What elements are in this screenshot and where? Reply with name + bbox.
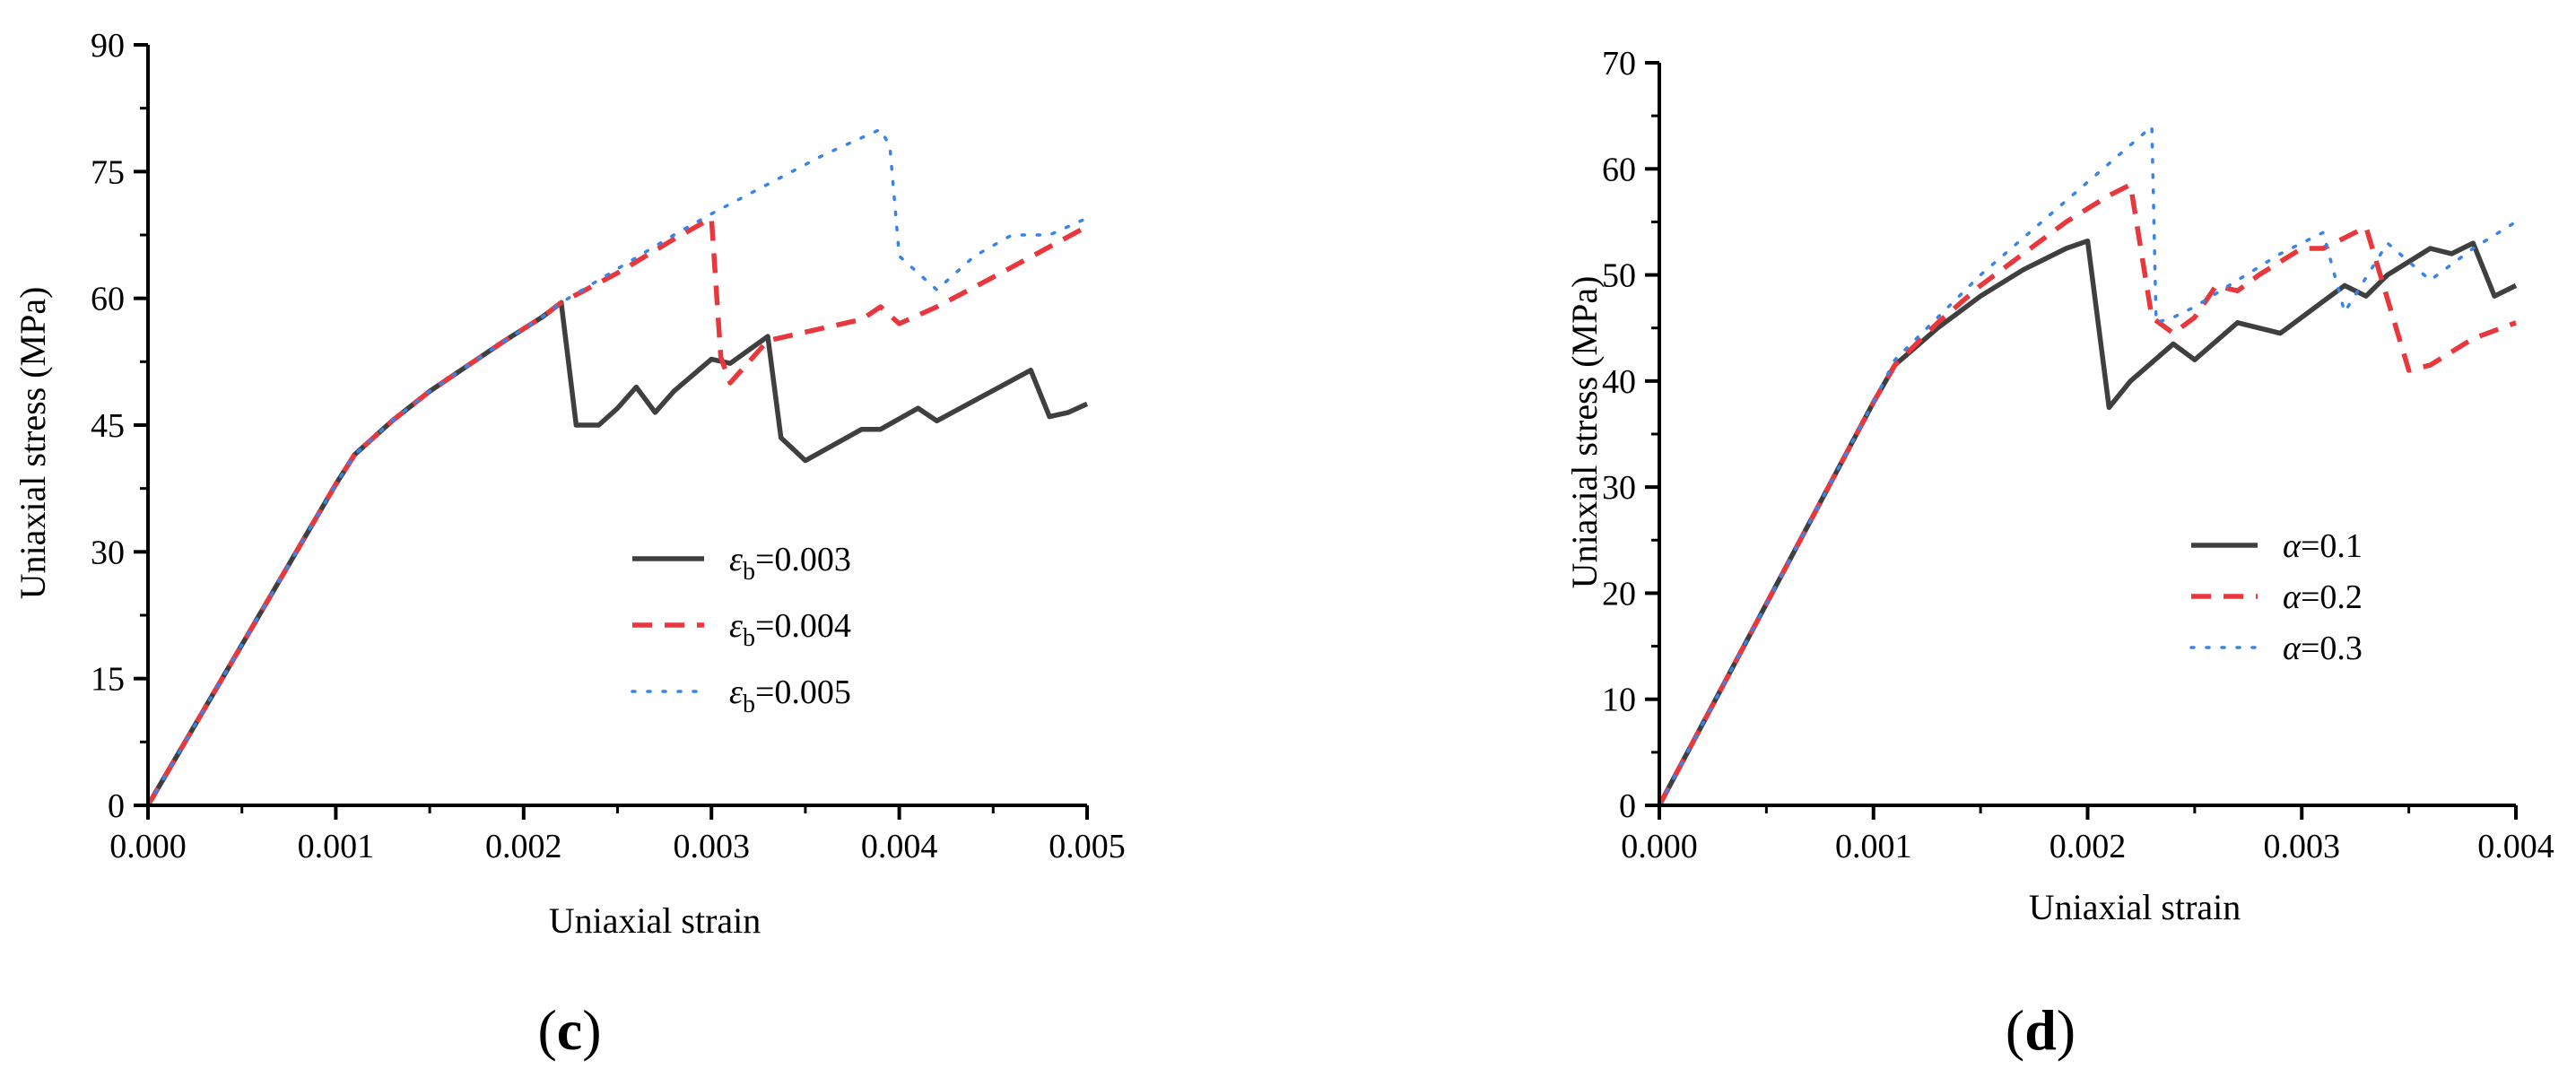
y-tick-label-c-3: 45 — [91, 407, 125, 445]
panel-caption-d: (d) — [2006, 998, 2076, 1062]
y-tick-label-d-4: 40 — [1602, 363, 1636, 401]
chart-panel-c: 0.000 0.001 0.002 0.003 0.004 0.005 0 15 30 45 60 7… — [13, 27, 1126, 1062]
y-tick-label-d-3: 30 — [1602, 469, 1636, 507]
chart-panel-d: 0.000 0.001 0.002 0.003 0.004 0 10 20 30 40 50 60 70… — [1564, 45, 2554, 1062]
plot-area-d — [1657, 125, 2518, 807]
y-tick-label-c-4: 60 — [91, 281, 125, 318]
legend-label-c-1: εb=0.003 — [729, 541, 851, 586]
y-axis-title-c: Uniaxial stress (MPa) — [13, 287, 53, 600]
x-tick-label-d-1: 0.001 — [1835, 828, 1912, 865]
series-line-c-2 — [145, 215, 1089, 807]
axes-c: 0.000 0.001 0.002 0.003 0.004 0.005 0 15 30 45 60 7… — [91, 27, 1126, 865]
x-tick-label-c-1: 0.001 — [298, 828, 375, 865]
x-tick-label-c-3: 0.003 — [673, 828, 750, 865]
legend-c: εb=0.003 εb=0.004 εb=0.005 — [631, 541, 851, 718]
x-tick-label-c-0: 0.000 — [109, 828, 187, 865]
legend-label-d-2: α=0.2 — [2283, 578, 2363, 616]
x-tick-label-d-4: 0.004 — [2477, 828, 2554, 865]
y-tick-label-d-6: 60 — [1602, 151, 1636, 188]
legend-d: α=0.1 α=0.2 α=0.3 — [2189, 527, 2363, 667]
series-line-d-3 — [1658, 125, 2518, 807]
legend-label-d-3: α=0.3 — [2283, 630, 2363, 667]
y-tick-label-d-0: 0 — [1619, 787, 1636, 825]
x-tick-label-d-3: 0.003 — [2264, 828, 2341, 865]
x-tick-label-d-0: 0.000 — [1621, 828, 1698, 865]
x-axis-title-c: Uniaxial strain — [549, 900, 761, 941]
legend-label-d-1: α=0.1 — [2283, 527, 2363, 565]
y-tick-label-d-1: 10 — [1602, 682, 1636, 719]
y-axis-title-d: Uniaxial stress (MPa) — [1564, 276, 1605, 589]
y-tick-label-c-0: 0 — [108, 787, 125, 825]
y-tick-label-c-6: 90 — [91, 27, 125, 65]
legend-label-c-3: εb=0.005 — [729, 674, 851, 718]
y-tick-label-c-1: 15 — [91, 661, 125, 699]
y-tick-label-c-5: 75 — [91, 153, 125, 191]
axes-d: 0.000 0.001 0.002 0.003 0.004 0 10 20 30 40 50 60 70 — [1602, 45, 2554, 865]
plot-area-c — [145, 127, 1089, 807]
series-line-c-3 — [146, 127, 1089, 807]
y-tick-label-c-2: 30 — [91, 534, 125, 571]
y-tick-label-d-2: 20 — [1602, 575, 1636, 613]
x-tick-label-d-2: 0.002 — [2049, 828, 2127, 865]
series-line-c-1 — [145, 300, 1089, 807]
x-tick-label-c-5: 0.005 — [1049, 828, 1126, 865]
series-line-d-2 — [1657, 182, 2517, 807]
x-tick-label-c-4: 0.004 — [861, 828, 938, 865]
panel-caption-c: (c) — [537, 998, 601, 1062]
legend-label-c-2: εb=0.004 — [729, 607, 851, 652]
series-line-d-1 — [1657, 238, 2518, 807]
y-tick-label-d-5: 50 — [1602, 257, 1636, 295]
x-axis-title-d: Uniaxial strain — [2029, 887, 2241, 927]
y-tick-label-d-7: 70 — [1602, 45, 1636, 83]
x-tick-label-c-2: 0.002 — [485, 828, 562, 865]
